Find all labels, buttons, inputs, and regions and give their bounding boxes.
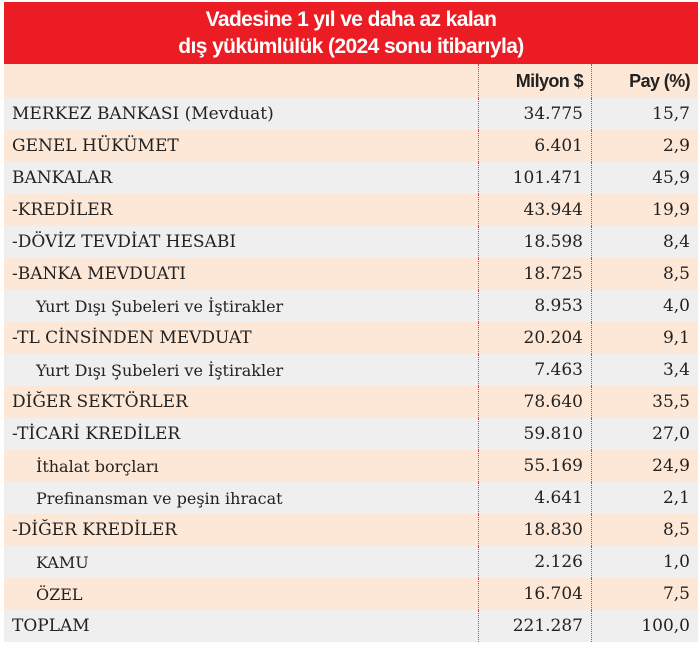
row-label: -TL CİNSİNDEN MEVDUAT <box>4 322 479 354</box>
row-value: 7.463 <box>478 354 592 386</box>
row-value: 8.953 <box>478 290 592 322</box>
row-value: 2.126 <box>478 546 592 578</box>
debt-table: Milyon $ Pay (%) MERKEZ BANKASI (Mevduat… <box>4 64 698 642</box>
row-label: ÖZEL <box>4 578 479 610</box>
row-value: 16.704 <box>478 578 592 610</box>
row-share: 2,9 <box>591 130 698 162</box>
table-row: -KREDİLER 43.944 19,9 <box>4 194 698 226</box>
row-label: -KREDİLER <box>4 194 479 226</box>
row-share: 45,9 <box>591 162 698 194</box>
row-value: 6.401 <box>478 130 592 162</box>
row-value: 20.204 <box>478 322 592 354</box>
row-value: 34.775 <box>478 98 592 130</box>
row-value: 221.287 <box>478 610 592 642</box>
row-label: MERKEZ BANKASI (Mevduat) <box>4 98 479 130</box>
row-share: 24,9 <box>591 450 698 482</box>
row-label: GENEL HÜKÜMET <box>4 130 479 162</box>
row-share: 19,9 <box>591 194 698 226</box>
header-million-usd: Milyon $ <box>478 64 592 98</box>
row-share: 8,4 <box>591 226 698 258</box>
title-line-2: dış yükümlülük (2024 sonu itibarıyla) <box>178 35 524 58</box>
row-share: 3,4 <box>591 354 698 386</box>
row-label: DİĞER SEKTÖRLER <box>4 386 479 418</box>
debt-table-card: Vadesine 1 yıl ve daha az kalan dış yükü… <box>4 2 698 642</box>
row-value: 18.725 <box>478 258 592 290</box>
table-row: ÖZEL 16.704 7,5 <box>4 578 698 610</box>
row-share: 2,1 <box>591 482 698 514</box>
row-label: TOPLAM <box>4 610 479 642</box>
row-share: 100,0 <box>591 610 698 642</box>
table-row: DİĞER SEKTÖRLER 78.640 35,5 <box>4 386 698 418</box>
row-share: 35,5 <box>591 386 698 418</box>
row-label: -DİĞER KREDİLER <box>4 514 479 546</box>
row-value: 59.810 <box>478 418 592 450</box>
header-row: Milyon $ Pay (%) <box>4 64 698 98</box>
row-value: 4.641 <box>478 482 592 514</box>
table-row: -DÖVİZ TEVDİAT HESABI 18.598 8,4 <box>4 226 698 258</box>
row-share: 15,7 <box>591 98 698 130</box>
table-row: TOPLAM 221.287 100,0 <box>4 610 698 642</box>
row-label: BANKALAR <box>4 162 479 194</box>
row-label: İthalat borçları <box>4 450 479 482</box>
row-label: Prefinansman ve peşin ihracat <box>4 482 479 514</box>
row-share: 8,5 <box>591 514 698 546</box>
table-row: Prefinansman ve peşin ihracat 4.641 2,1 <box>4 482 698 514</box>
row-label: -DÖVİZ TEVDİAT HESABI <box>4 226 479 258</box>
row-value: 18.598 <box>478 226 592 258</box>
row-value: 55.169 <box>478 450 592 482</box>
row-label: Yurt Dışı Şubeleri ve İştirakler <box>4 290 479 322</box>
header-share: Pay (%) <box>591 64 698 98</box>
table-row: BANKALAR 101.471 45,9 <box>4 162 698 194</box>
row-label: -BANKA MEVDUATI <box>4 258 479 290</box>
table-row: -BANKA MEVDUATI 18.725 8,5 <box>4 258 698 290</box>
title-line-1: Vadesine 1 yıl ve daha az kalan <box>205 8 497 31</box>
table-row: -DİĞER KREDİLER 18.830 8,5 <box>4 514 698 546</box>
row-share: 7,5 <box>591 578 698 610</box>
table-row: -TİCARİ KREDİLER 59.810 27,0 <box>4 418 698 450</box>
table-row: GENEL HÜKÜMET 6.401 2,9 <box>4 130 698 162</box>
table-row: İthalat borçları 55.169 24,9 <box>4 450 698 482</box>
table-row: -TL CİNSİNDEN MEVDUAT 20.204 9,1 <box>4 322 698 354</box>
row-value: 78.640 <box>478 386 592 418</box>
table-row: KAMU 2.126 1,0 <box>4 546 698 578</box>
table-row: MERKEZ BANKASI (Mevduat) 34.775 15,7 <box>4 98 698 130</box>
row-value: 43.944 <box>478 194 592 226</box>
row-label: -TİCARİ KREDİLER <box>4 418 479 450</box>
row-label: Yurt Dışı Şubeleri ve İştirakler <box>4 354 479 386</box>
table-row: Yurt Dışı Şubeleri ve İştirakler 7.463 3,4 <box>4 354 698 386</box>
row-value: 18.830 <box>478 514 592 546</box>
row-share: 8,5 <box>591 258 698 290</box>
row-value: 101.471 <box>478 162 592 194</box>
header-label <box>4 64 479 98</box>
table-title: Vadesine 1 yıl ve daha az kalan dış yükü… <box>4 2 698 64</box>
row-share: 1,0 <box>591 546 698 578</box>
table-row: Yurt Dışı Şubeleri ve İştirakler 8.953 4,0 <box>4 290 698 322</box>
row-share: 27,0 <box>591 418 698 450</box>
row-share: 4,0 <box>591 290 698 322</box>
row-label: KAMU <box>4 546 479 578</box>
row-share: 9,1 <box>591 322 698 354</box>
